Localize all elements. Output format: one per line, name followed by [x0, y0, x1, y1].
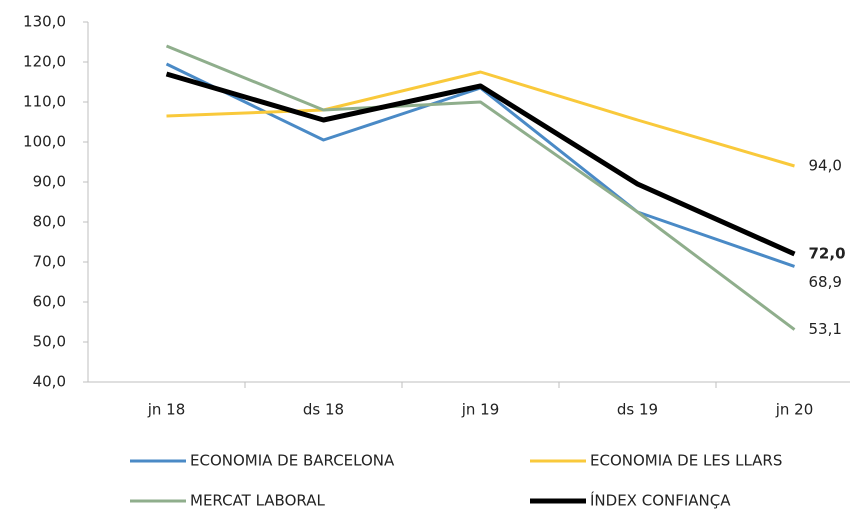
legend-label: ECONOMIA DE LES LLARS — [590, 452, 782, 470]
data-label: 94,0 — [809, 157, 842, 175]
y-tick-label: 80,0 — [33, 213, 66, 231]
y-tick-label: 40,0 — [33, 373, 66, 391]
y-tick-label: 90,0 — [33, 173, 66, 191]
data-label: 72,0 — [809, 245, 846, 263]
y-tick-label: 100,0 — [23, 133, 66, 151]
data-label: 53,1 — [809, 320, 842, 338]
legend-label: ÍNDEX CONFIANÇA — [590, 491, 731, 510]
y-tick-label: 60,0 — [33, 293, 66, 311]
legend-label: MERCAT LABORAL — [190, 492, 325, 510]
series-line — [165, 62, 795, 268]
y-tick-label: 120,0 — [23, 53, 66, 71]
x-tick-label: jn 20 — [775, 401, 814, 419]
x-tick-label: ds 19 — [617, 401, 658, 419]
legend-label: ECONOMIA DE BARCELONA — [190, 452, 395, 470]
series-line — [165, 44, 796, 331]
x-tick-label: jn 18 — [147, 401, 186, 419]
series-line — [165, 71, 796, 257]
y-tick-label: 110,0 — [23, 93, 66, 111]
x-tick-label: ds 18 — [303, 401, 344, 419]
x-tick-label: jn 19 — [461, 401, 500, 419]
y-tick-label: 130,0 — [23, 13, 66, 31]
series-line — [166, 70, 795, 168]
y-tick-label: 50,0 — [33, 333, 66, 351]
y-tick-label: 70,0 — [33, 253, 66, 271]
data-label: 68,9 — [809, 273, 842, 291]
